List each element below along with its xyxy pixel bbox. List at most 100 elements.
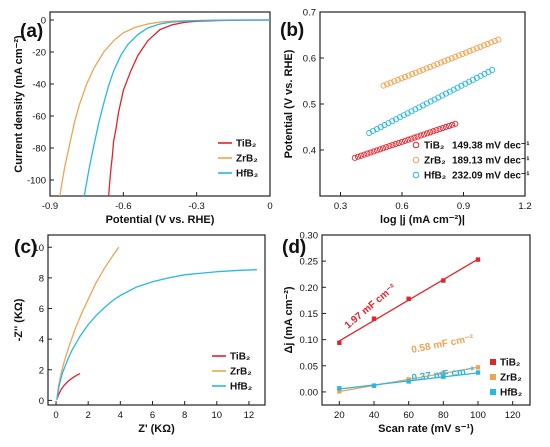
panel-label: (a): [20, 21, 43, 42]
y-tick-label: 0.4: [303, 146, 316, 157]
panel-0: -0.9 -0.6 -0.3 0 0 -20 -40 -60 -80 -100 Potential …: [13, 11, 273, 226]
data-point: [337, 386, 342, 391]
data-point: [445, 122, 453, 129]
data-point: [427, 129, 434, 136]
data-point: [436, 126, 443, 133]
data-point: [441, 58, 448, 65]
legend-marker: [412, 141, 420, 149]
y-tick-label: 0.20: [300, 283, 319, 294]
data-point: [391, 78, 398, 85]
data-point: [402, 137, 409, 144]
data-point: [412, 69, 419, 76]
x-tick-label: 2: [86, 410, 91, 421]
y-tick-label: -60: [32, 112, 46, 123]
data-point: [409, 71, 416, 78]
legend-label: ZrB₂: [500, 373, 522, 384]
data-point: [470, 46, 477, 53]
series-line-HfB₂: [56, 269, 257, 400]
plot-frame: [47, 234, 266, 406]
y-tick-label: 0.5: [303, 100, 316, 111]
data-point: [370, 148, 377, 155]
y-tick-label: 0.25: [300, 257, 319, 268]
panel-label: (b): [280, 20, 304, 41]
legend-label: TiB₂: [236, 139, 256, 150]
data-point: [411, 134, 418, 141]
x-tick-label: 10: [211, 410, 222, 421]
series-line-TiB₂: [56, 373, 81, 400]
y-tick-label: 0.15: [300, 309, 319, 320]
plot-frame: [321, 234, 531, 406]
legend-label: ZrB₂: [230, 367, 252, 378]
data-point: [473, 45, 480, 52]
data-point: [395, 139, 402, 146]
data-point: [495, 36, 502, 43]
data-point: [442, 123, 449, 131]
x-axis-label: Scan rate (mV s⁻¹): [378, 423, 474, 435]
y-axis-label: Potential (V vs. RHE): [283, 49, 295, 158]
x-tick-label: 20: [334, 410, 345, 421]
legend-tafel-value: 232.09 mV dec⁻¹: [452, 171, 530, 182]
panel-label: (d): [282, 237, 306, 258]
data-point: [371, 316, 377, 321]
data-point: [448, 55, 455, 62]
data-point: [433, 127, 440, 134]
y-tick-label: 0: [41, 16, 46, 27]
data-point: [405, 136, 412, 143]
y-tick-label: 0.30: [300, 231, 319, 242]
x-axis-label: Potential (V vs. RHE): [106, 214, 215, 226]
x-tick-label: 0.9: [457, 201, 470, 212]
series-line-HfB₂: [83, 19, 270, 197]
x-tick-label: 60: [403, 410, 414, 421]
data-point: [477, 43, 484, 50]
x-tick-label: 80: [438, 410, 449, 421]
x-tick-label: 12: [244, 410, 255, 421]
panel-1: 0.3 0.6 0.9 1.2 0.4 0.5 0.6 0.7 log |j (mA cm⁻²)…: [280, 8, 532, 227]
legend-marker: [490, 359, 496, 365]
y-tick-label: 4: [39, 335, 44, 346]
x-tick-label: -0.9: [42, 201, 58, 212]
x-tick-label: 100: [470, 410, 486, 421]
x-tick-label: -0.3: [188, 201, 204, 212]
panel-label: (c): [14, 237, 37, 258]
panel-2: 0 2 4 6 8 10 12 0 2 4 6 8 10 Z' (KΩ) -Z'' (KΩ) (c) TiB₂ Z…: [13, 234, 266, 435]
y-tick-label: 2: [39, 365, 44, 376]
legend-label: TiB₂: [424, 141, 444, 152]
data-point: [354, 153, 362, 160]
data-point: [452, 120, 459, 127]
legend-marker: [490, 389, 496, 395]
x-tick-label: 1.2: [518, 201, 531, 212]
data-point: [445, 56, 452, 63]
data-point: [392, 140, 399, 148]
data-point: [406, 296, 411, 302]
legend-label: ZrB₂: [424, 156, 446, 167]
y-tick-label: 6: [39, 304, 44, 315]
data-point: [386, 143, 393, 150]
data-point: [384, 81, 391, 88]
data-point: [475, 257, 481, 262]
data-point: [358, 152, 365, 159]
data-point: [430, 128, 437, 135]
data-point: [406, 379, 411, 384]
data-point: [337, 340, 342, 345]
data-point: [402, 73, 409, 81]
x-tick-label: 0: [53, 410, 58, 421]
data-point: [441, 374, 446, 379]
y-tick-label: -100: [27, 176, 46, 187]
data-point: [389, 142, 396, 149]
y-tick-label: -20: [32, 48, 46, 59]
x-tick-label: 4: [118, 410, 123, 421]
y-tick-label: 8: [39, 273, 44, 284]
data-point: [449, 121, 456, 128]
legend-tafel-value: 149.38 mV dec⁻¹: [452, 141, 530, 152]
x-tick-label: 0.6: [395, 201, 408, 212]
legend-label: HfB₂: [230, 382, 252, 393]
data-point: [491, 37, 498, 45]
data-point: [463, 49, 470, 56]
legend-label: HfB₂: [424, 171, 446, 182]
y-tick-label: 0.6: [303, 54, 316, 65]
data-point: [480, 42, 488, 49]
x-axis-label: log |j (mA cm⁻²)|: [380, 214, 465, 226]
data-point: [380, 145, 387, 152]
legend-label: TiB₂: [230, 352, 250, 363]
